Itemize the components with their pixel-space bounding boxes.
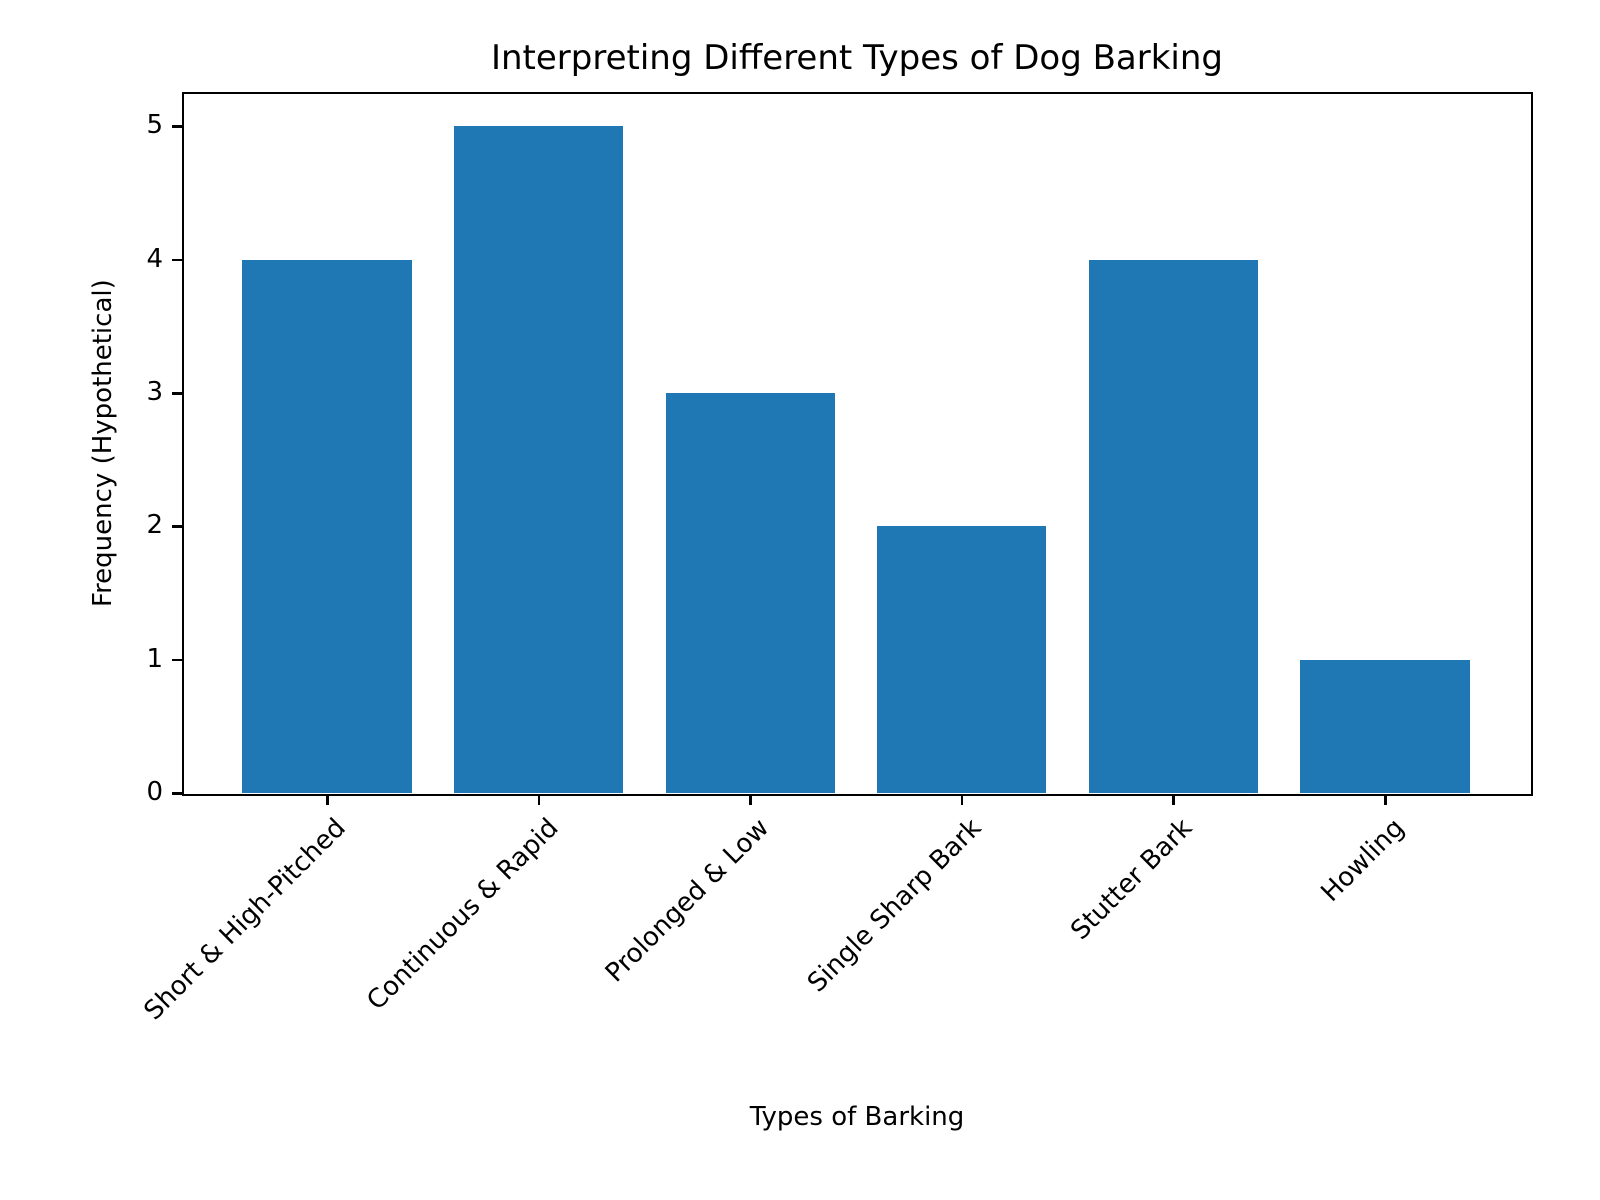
x-tick-label: Stutter Bark bbox=[1065, 813, 1199, 946]
x-tick-label: Single Sharp Bark bbox=[801, 813, 988, 999]
y-tick-label: 4 bbox=[146, 243, 163, 274]
plot-area bbox=[182, 92, 1533, 796]
x-tick bbox=[326, 795, 329, 805]
bar bbox=[1088, 259, 1259, 793]
x-tick bbox=[537, 795, 541, 805]
x-tick-label: Continuous & Rapid bbox=[360, 813, 565, 1017]
x-tick-label: Howling bbox=[1315, 813, 1411, 908]
bar bbox=[1300, 659, 1470, 793]
bar bbox=[453, 126, 624, 793]
y-tick bbox=[172, 658, 182, 662]
y-tick-label: 2 bbox=[146, 510, 163, 541]
y-tick bbox=[172, 525, 182, 528]
y-tick bbox=[172, 392, 182, 395]
x-tick bbox=[960, 795, 964, 805]
x-axis-label: Types of Barking bbox=[749, 1102, 965, 1132]
bar bbox=[665, 393, 835, 793]
y-tick-label: 5 bbox=[146, 110, 163, 141]
bar bbox=[242, 259, 412, 793]
x-tick bbox=[1384, 795, 1387, 805]
y-tick bbox=[172, 125, 182, 128]
y-tick bbox=[172, 258, 182, 262]
chart-title: Interpreting Different Types of Dog Bark… bbox=[490, 38, 1224, 78]
x-tick bbox=[749, 795, 752, 805]
y-tick-label: 1 bbox=[146, 643, 163, 674]
bar bbox=[877, 526, 1047, 793]
y-tick-label: 0 bbox=[146, 777, 163, 807]
y-tick bbox=[172, 792, 182, 795]
x-tick-label: Prolonged & Low bbox=[600, 813, 776, 989]
y-axis-label: Frequency (Hypothetical) bbox=[88, 279, 118, 607]
x-tick bbox=[1172, 795, 1175, 805]
x-tick-label: Short & High-Pitched bbox=[138, 813, 352, 1027]
y-tick-label: 3 bbox=[146, 377, 163, 407]
